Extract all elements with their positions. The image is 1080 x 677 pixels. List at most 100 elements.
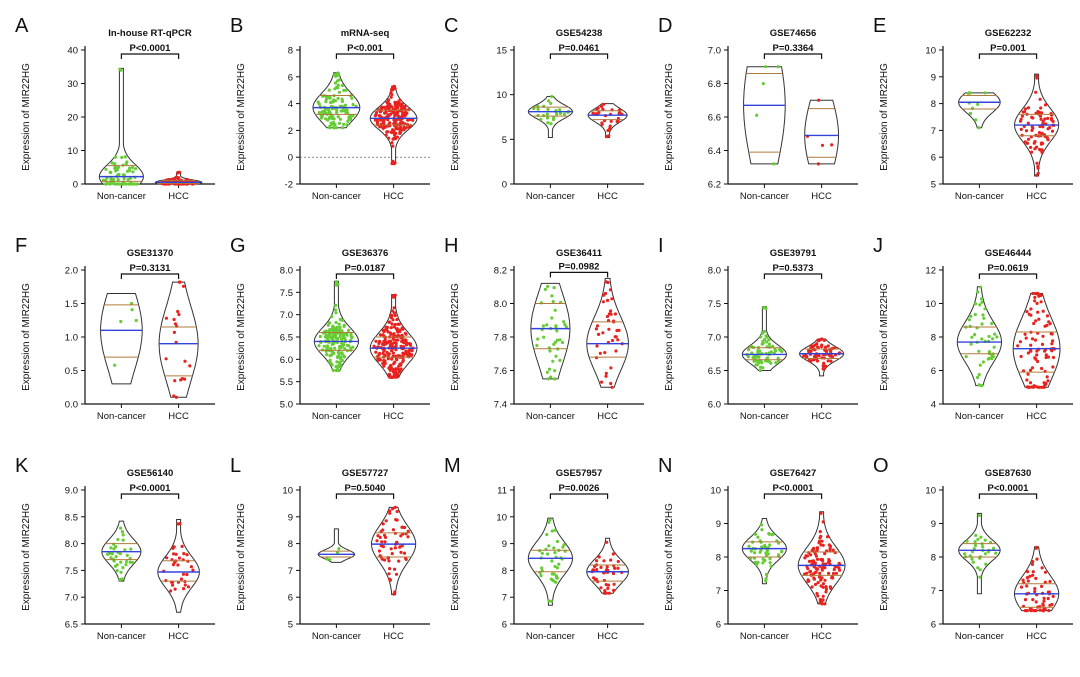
data-point (546, 284, 550, 288)
data-point (391, 354, 395, 359)
data-point (614, 349, 618, 353)
p-value-label: P=0.5373 (773, 263, 814, 274)
data-point (994, 551, 998, 555)
chart-title: GSE57957 (556, 468, 602, 479)
significance-bracket (763, 273, 823, 279)
data-point (351, 345, 355, 349)
data-point (1025, 310, 1029, 314)
data-point (189, 565, 193, 569)
data-point (121, 538, 125, 542)
data-point (408, 124, 412, 128)
y-tick-label: 6.6 (708, 113, 721, 124)
data-point (979, 285, 983, 289)
data-point (113, 162, 117, 166)
data-point (336, 86, 340, 90)
data-point (1033, 338, 1038, 342)
data-point (330, 315, 334, 319)
data-point (776, 356, 780, 360)
data-point (335, 360, 339, 364)
data-point (821, 582, 825, 586)
data-point (398, 362, 402, 366)
data-point (378, 340, 382, 344)
data-point (322, 344, 326, 348)
data-point (822, 338, 826, 342)
data-point (772, 162, 776, 166)
data-point (333, 81, 338, 85)
data-point (1039, 117, 1043, 121)
data-point (331, 332, 336, 337)
data-point (535, 343, 539, 348)
y-tick-label: 0.0 (65, 400, 78, 411)
data-point (342, 323, 346, 327)
x-tick-label: Non-cancer (312, 411, 361, 422)
data-point (399, 344, 403, 348)
data-point (387, 572, 391, 576)
chart-title: GSE36411 (556, 248, 603, 259)
data-point (339, 345, 343, 350)
data-point (812, 572, 816, 576)
data-point (381, 126, 385, 130)
y-tick-label: 4 (288, 99, 293, 110)
p-value-label: P=0.0461 (559, 43, 601, 54)
data-point (820, 568, 824, 572)
data-point (112, 547, 116, 551)
data-point (558, 111, 562, 116)
y-axis-label: Expression of MIR22HG (664, 63, 675, 171)
data-point (342, 88, 346, 92)
x-tick-label: Non-cancer (97, 411, 146, 422)
data-point (1035, 145, 1039, 149)
y-tick-label: 7 (931, 126, 936, 137)
data-point (327, 88, 331, 92)
data-point (336, 79, 340, 83)
data-point (331, 114, 335, 119)
data-point (554, 354, 558, 358)
violin-non-cancer (958, 92, 1001, 129)
y-axis-label: Expression of MIR22HG (236, 503, 247, 611)
data-point (1029, 607, 1033, 611)
x-tick-label: HCC (811, 631, 832, 642)
data-point (1040, 111, 1044, 115)
panel-a: A In-house RT-qPCR 0 10 20 30 40 Expression of … (15, 15, 215, 202)
data-point (325, 557, 329, 561)
data-point (334, 303, 338, 307)
data-point (809, 349, 813, 353)
panel-c: C GSE54238 0 5 10 15 Expression of MIR22HG Non-… (444, 15, 644, 202)
data-point (336, 115, 340, 119)
significance-bracket (978, 53, 1038, 59)
data-point (403, 352, 407, 356)
data-point (749, 549, 753, 553)
data-point (323, 335, 328, 339)
data-point (827, 558, 831, 562)
data-point (395, 509, 399, 514)
y-tick-label: 9 (716, 519, 721, 530)
data-point (181, 572, 186, 576)
data-point (969, 314, 973, 318)
x-tick-label: Non-cancer (740, 411, 789, 422)
data-point (604, 583, 608, 587)
data-point (1046, 138, 1050, 142)
data-point (1051, 365, 1055, 369)
data-point (127, 169, 131, 173)
y-tick-label: 9.0 (65, 486, 78, 497)
data-point (1026, 579, 1030, 583)
data-point (337, 121, 342, 125)
data-point (1043, 117, 1047, 121)
y-tick-label: 8 (716, 553, 721, 564)
data-point (1031, 291, 1035, 296)
data-point (1035, 74, 1039, 78)
data-point (823, 578, 827, 582)
y-tick-label: 7 (288, 566, 293, 577)
data-point (382, 120, 386, 125)
x-tick-label: HCC (597, 631, 618, 642)
data-point (318, 334, 322, 339)
data-point (807, 349, 811, 353)
data-point (391, 110, 396, 114)
data-point (562, 543, 566, 547)
data-point (547, 599, 551, 603)
data-point (342, 343, 346, 347)
data-point (115, 166, 119, 170)
data-point (747, 348, 751, 352)
data-point (1033, 299, 1037, 303)
data-point (385, 100, 389, 104)
